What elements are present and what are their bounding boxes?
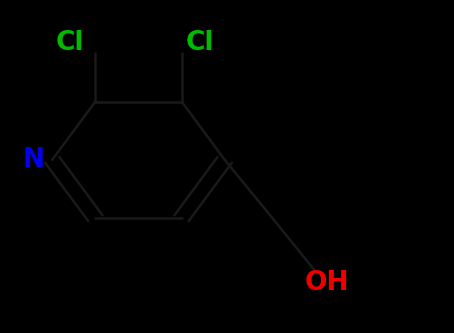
Text: OH: OH — [305, 270, 349, 296]
Text: N: N — [23, 147, 45, 173]
Text: Cl: Cl — [56, 30, 84, 56]
Text: Cl: Cl — [186, 30, 214, 56]
